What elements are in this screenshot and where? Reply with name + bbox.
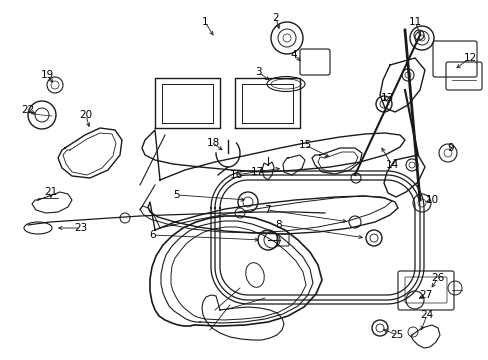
Text: 14: 14	[385, 160, 398, 170]
Text: 18: 18	[206, 138, 219, 148]
Text: 5: 5	[173, 190, 180, 200]
Text: 8: 8	[275, 220, 282, 230]
Text: 25: 25	[389, 330, 403, 340]
Text: 20: 20	[79, 110, 92, 120]
Text: 26: 26	[430, 273, 444, 283]
Text: 24: 24	[420, 310, 433, 320]
Text: 21: 21	[44, 187, 58, 197]
Text: 1: 1	[201, 17, 208, 27]
Text: 11: 11	[407, 17, 421, 27]
Text: 22: 22	[21, 105, 35, 115]
Text: 15: 15	[298, 140, 311, 150]
Text: 27: 27	[419, 290, 432, 300]
Text: 10: 10	[425, 195, 438, 205]
Circle shape	[120, 213, 130, 223]
Text: 19: 19	[41, 70, 54, 80]
Text: 23: 23	[74, 223, 87, 233]
Circle shape	[235, 208, 244, 218]
Text: 13: 13	[380, 93, 393, 103]
Text: 2: 2	[272, 13, 279, 23]
Text: 7: 7	[263, 205, 270, 215]
Text: 3: 3	[254, 67, 261, 77]
Text: 12: 12	[463, 53, 476, 63]
Text: 16: 16	[229, 170, 242, 180]
Text: 17: 17	[250, 167, 263, 177]
Text: 6: 6	[149, 230, 156, 240]
Text: 4: 4	[290, 50, 297, 60]
Text: 9: 9	[447, 143, 453, 153]
